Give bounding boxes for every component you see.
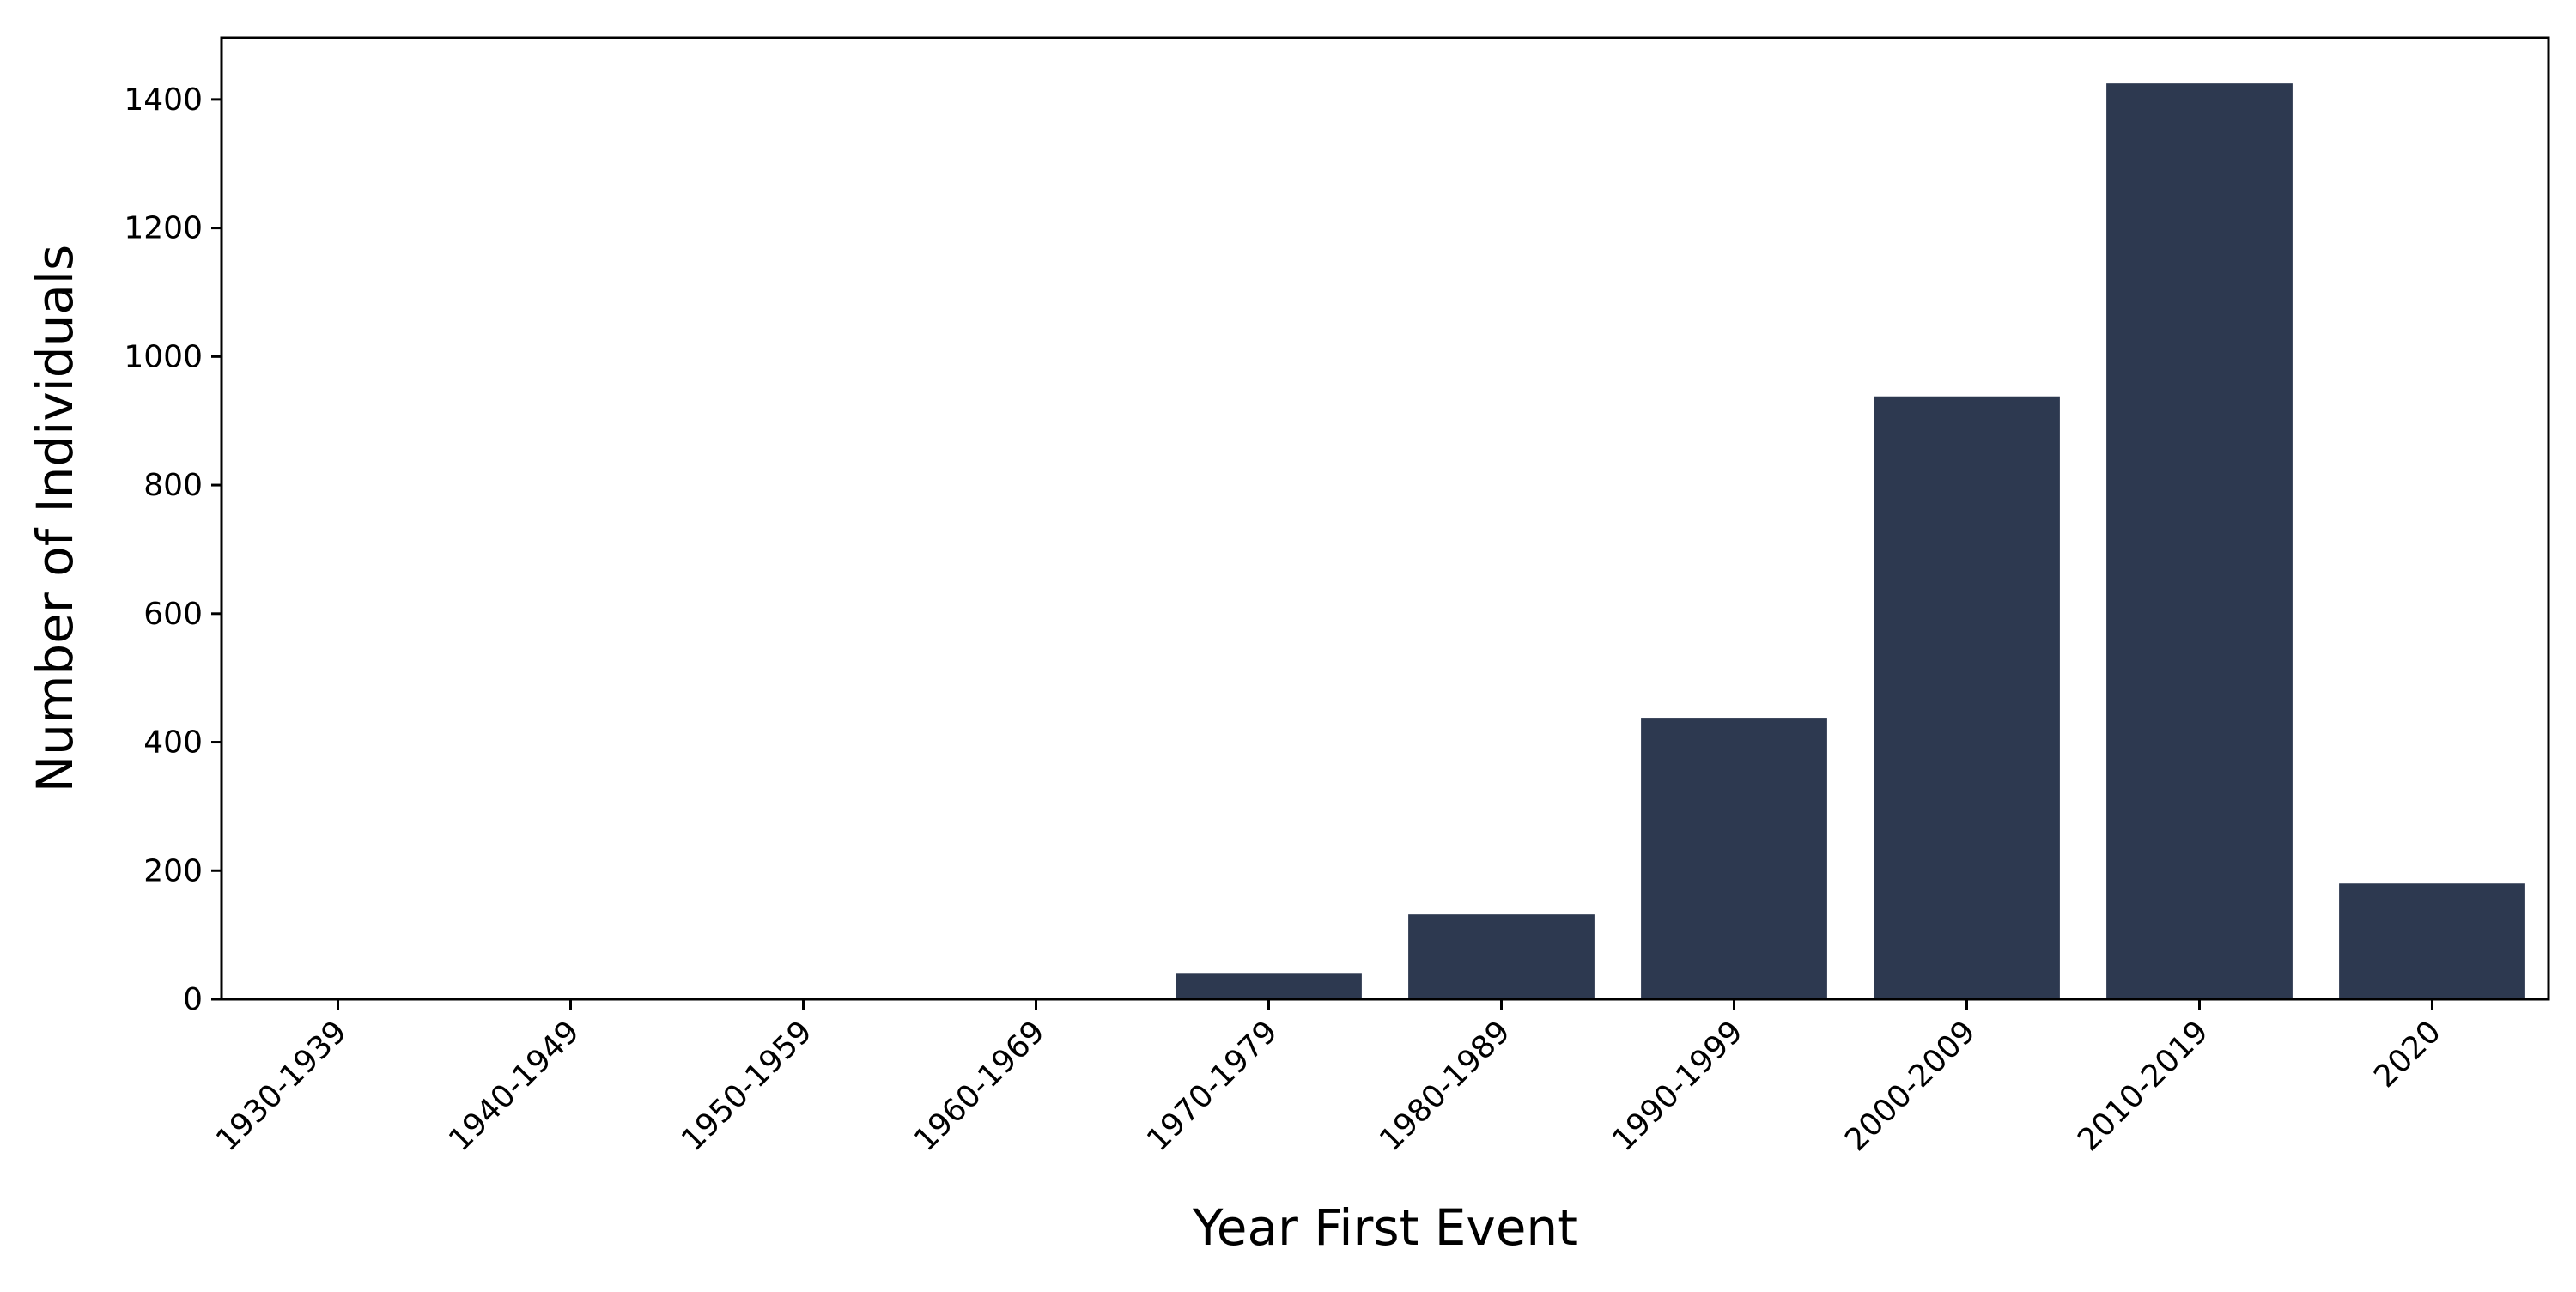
y-tick-label-200: 200 [143, 853, 203, 889]
y-tick-label-800: 800 [143, 468, 203, 503]
bar-1990-1999 [1641, 718, 1827, 999]
plot-frame [220, 36, 2550, 1001]
y-tick-label-1400: 1400 [124, 82, 203, 118]
bar-2000-2009 [1874, 396, 2060, 999]
x-axis-title: Year First Event [1192, 1198, 1577, 1257]
x-tick-label-2000-2009: 2000-2009 [1838, 1014, 1983, 1158]
y-tick-label-1000: 1000 [124, 339, 203, 374]
x-tick-label-1960-1969: 1960-1969 [908, 1014, 1052, 1158]
y-tick-label-0: 0 [183, 982, 203, 1017]
x-tick-label-1990-1999: 1990-1999 [1606, 1014, 1750, 1158]
y-tick-label-400: 400 [143, 725, 203, 761]
bar-2020 [2339, 883, 2525, 999]
x-tick-label-2020: 2020 [2367, 1014, 2448, 1095]
x-tick-label-1970-1979: 1970-1979 [1140, 1014, 1285, 1158]
bar-1980-1989 [1408, 914, 1595, 999]
x-tick-label-1950-1959: 1950-1959 [675, 1014, 819, 1158]
y-axis-title: Number of Individuals [26, 245, 84, 792]
y-tick-label-600: 600 [143, 597, 203, 632]
bar-2010-2019 [2106, 83, 2293, 999]
x-tick-label-1940-1949: 1940-1949 [442, 1014, 586, 1158]
y-tick-label-1200: 1200 [124, 211, 203, 246]
x-tick-label-2010-2019: 2010-2019 [2071, 1014, 2215, 1158]
bar-1970-1979 [1176, 973, 1362, 999]
x-tick-label-1930-1939: 1930-1939 [210, 1014, 354, 1158]
bars-layer [943, 83, 2525, 999]
x-tick-label-1980-1989: 1980-1989 [1373, 1014, 1517, 1158]
